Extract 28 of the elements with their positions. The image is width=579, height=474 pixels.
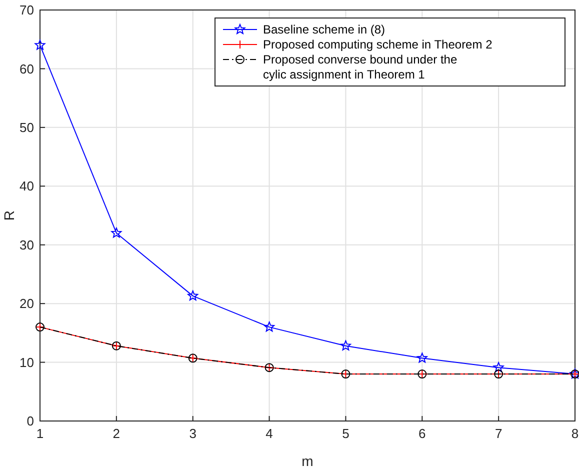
y-tick-label: 10 [20, 354, 34, 370]
legend-label: Baseline scheme in (8) [263, 22, 386, 37]
point [111, 228, 122, 238]
x-tick-label: 4 [266, 426, 273, 441]
x-tick-label: 2 [112, 426, 120, 441]
y-axis-title: R [1, 210, 17, 221]
point [264, 322, 275, 332]
point [34, 40, 46, 50]
legend-label: Proposed converse bound under the cylic assignment in Theorem 1 [263, 52, 458, 82]
x-axis-title: m [302, 453, 314, 469]
point [416, 352, 428, 363]
x-tick-label: 6 [418, 426, 426, 441]
x-tick-label: 3 [189, 426, 196, 441]
y-tick-label: 40 [20, 178, 34, 194]
y-tick-label: 0 [26, 414, 34, 429]
x-tick-label: 8 [571, 426, 579, 441]
point [188, 290, 198, 300]
x-tick-label: 1 [36, 426, 44, 441]
x-tick-label: 7 [494, 426, 502, 441]
y-tick-label: 20 [20, 296, 34, 312]
point [340, 340, 351, 350]
y-tick-label: 30 [20, 237, 34, 252]
y-tick-label: 70 [20, 2, 34, 18]
x-tick-label: 5 [342, 426, 350, 441]
y-tick-label: 60 [20, 61, 34, 76]
point [493, 362, 504, 372]
legend-label: Proposed computing scheme in Theorem 2 [263, 38, 493, 52]
y-tick-label: 50 [20, 120, 34, 135]
